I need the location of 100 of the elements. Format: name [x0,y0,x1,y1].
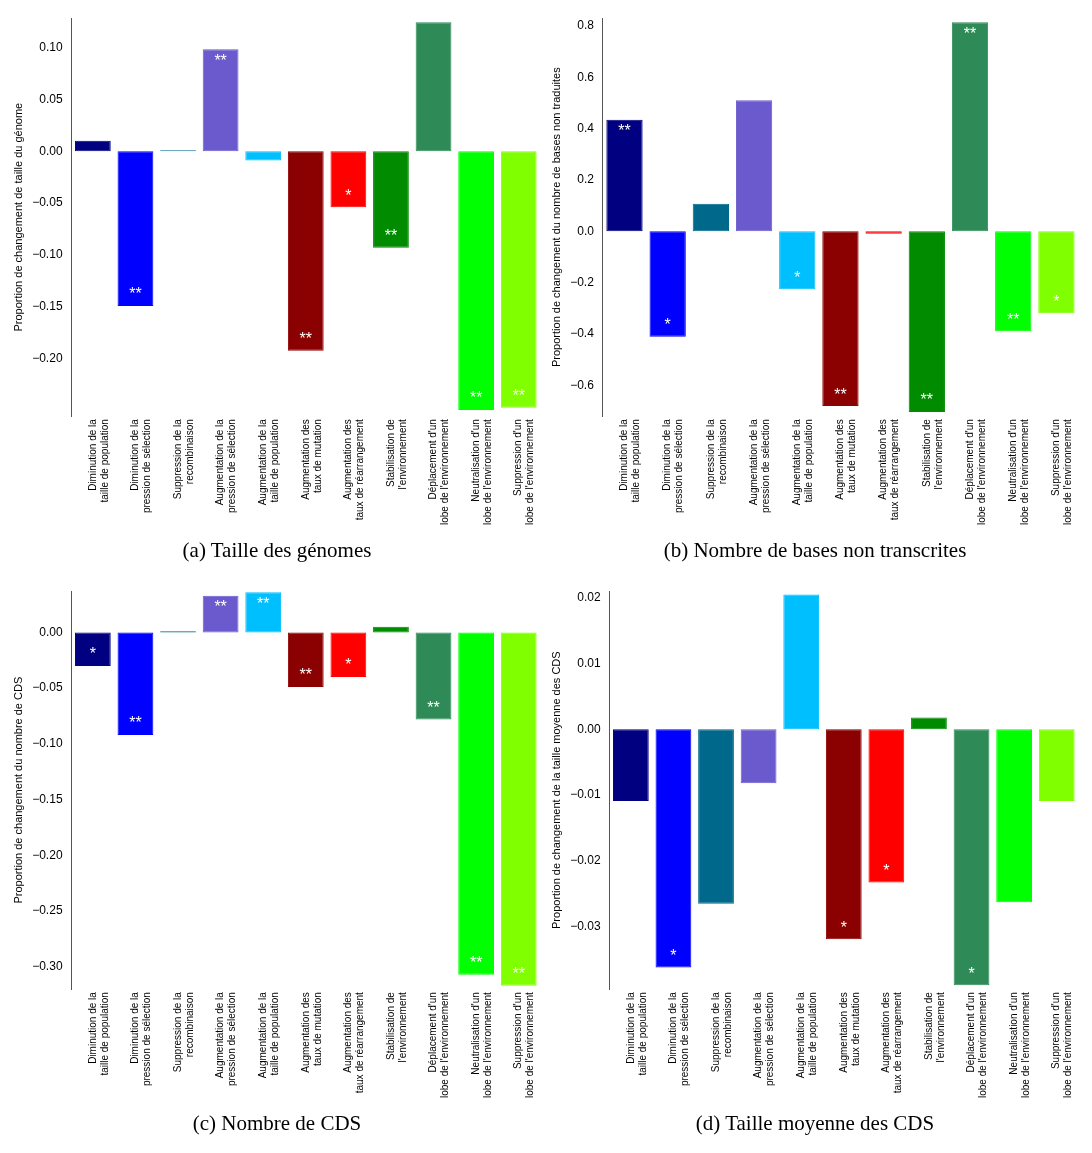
annotation: * [89,645,96,663]
annotation: * [664,316,671,334]
annotation: ** [1006,310,1020,328]
bar [117,151,154,306]
bar [783,594,820,730]
annotation: ** [129,714,142,732]
bar [779,231,816,290]
annotation: * [670,946,677,964]
x-tick-label: Diminution de la taille de population [86,991,110,1076]
y-tick-label: −0.10 [32,736,63,751]
text: (b) Nombre de bases non transcrites [663,538,967,563]
annotation: * [794,268,801,286]
y-tick-label: 0.01 [577,655,601,670]
bar [202,595,239,633]
y-tick-label: −0.20 [32,351,63,366]
bar [117,632,154,735]
annotation: ** [214,598,227,616]
y-tick-label: −0.03 [570,918,601,933]
bar [822,231,859,407]
annotation: ** [427,698,440,716]
annotation: ** [469,389,483,407]
y-tick-label: −0.30 [32,959,63,974]
y-tick-label: 0.00 [39,143,63,158]
annotation: ** [214,51,227,69]
bar [245,592,282,633]
bar [868,729,905,883]
bar [692,203,730,232]
x-tick-label: Diminution de la taille de population [86,418,110,503]
y-tick-label: 0.4 [577,120,595,135]
bar [735,100,773,232]
bar [911,717,947,730]
bar [202,49,239,152]
bar [1038,729,1075,802]
annotation: * [345,186,352,204]
y-tick-label: 0.00 [577,721,601,736]
x-tick-label: Diminution de la taille de population [618,418,642,503]
y-tick-label: 0.6 [577,69,595,84]
annotation: ** [384,227,398,245]
bar [74,632,111,666]
annotation: ** [512,965,525,983]
y-tick-label: −0.15 [32,791,63,806]
annotation: ** [129,285,142,303]
bar [953,729,990,986]
y-tick-label: 0.10 [39,39,63,54]
y-tick-label: −0.15 [32,299,63,314]
y-tick-label: −0.2 [570,274,595,289]
y-tick-label: 0.05 [39,91,63,106]
annotation: ** [512,387,525,405]
bar [500,151,537,408]
y-tick-label: −0.20 [32,847,63,862]
y-tick-label: −0.01 [570,787,601,802]
annotation: ** [256,594,270,612]
y-tick-label: −0.02 [570,853,601,868]
y-tick-label: −0.25 [32,903,63,918]
annotation: * [840,918,847,936]
bar [995,231,1032,332]
annotation: ** [469,954,483,972]
text: (d) Taille moyenne des CDS [695,1111,935,1136]
y-tick-label: 0.00 [39,624,63,639]
annotation: ** [299,666,313,684]
bar [698,729,734,904]
y-tick-label: −0.05 [32,680,63,695]
annotation: ** [618,122,631,140]
y-tick-label: −0.6 [570,377,595,392]
annotation: ** [299,330,313,348]
bar [740,729,777,784]
bar [330,632,367,678]
bar [287,632,324,688]
bar [415,632,452,720]
bar [74,140,111,152]
annotation: ** [834,385,847,403]
bar [1038,231,1075,314]
y-tick-label: −0.4 [570,326,595,341]
annotation: ** [963,24,977,42]
bar [415,22,452,152]
bar [458,151,495,410]
bar [500,632,537,986]
annotation: * [1053,292,1060,310]
x-tick-label: Diminution de la taille de population [624,991,648,1076]
bar [649,231,686,337]
y-tick-label: 0.02 [577,590,601,605]
y-tick-label: −0.10 [32,247,63,262]
bar [825,729,862,940]
bar [908,231,945,413]
bar [996,729,1033,903]
y-tick-label: 0.2 [577,172,595,187]
bar [612,729,649,802]
y-axis-title: Proportion de changement de taille du génome [11,102,24,332]
bar [606,119,643,232]
bar [245,151,282,161]
y-axis-title: Proportion de changement du nombre de bases non traduites [549,66,562,367]
annotation: * [883,861,890,879]
annotation: * [968,964,975,982]
bar [287,151,324,351]
annotation: * [345,656,352,674]
bar [458,632,495,975]
y-tick-label: 0.8 [577,18,595,33]
y-axis-title: Proportion de changement de la taille moyenne des CDS [549,651,562,929]
y-tick-label: −0.05 [32,195,63,210]
y-axis-title: Proportion de changement du nombre de CDS [11,676,24,904]
